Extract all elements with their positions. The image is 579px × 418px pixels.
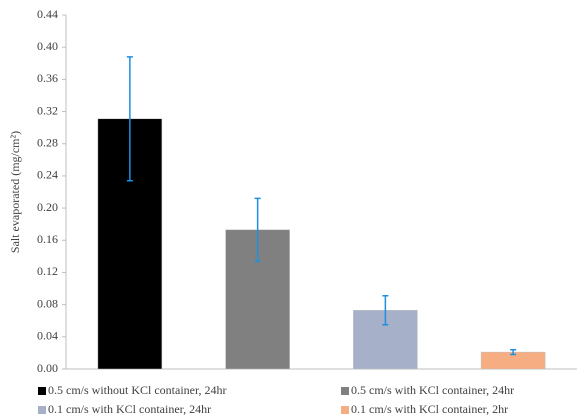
y-tick-label: 0.00 [37,361,58,375]
error-bar [126,56,133,182]
error-bar [382,295,389,326]
y-tick-label: 0.32 [37,103,58,117]
legend-swatch [341,406,349,414]
y-axis-label: Salt evaporated (mg/cm²) [8,131,22,253]
y-tick-label: 0.16 [37,232,58,246]
y-tick-label: 0.20 [37,200,58,214]
legend-swatch [38,387,46,395]
y-tick-label: 0.36 [37,71,58,85]
legend-label: 0.5 cm/s without KCl container, 24hr [48,383,227,397]
y-tick-label: 0.28 [37,135,58,149]
legend-label: 0.1 cm/s with KCl container, 24hr [48,402,211,416]
y-tick-label: 0.44 [37,7,58,21]
legend-swatch [341,387,349,395]
y-tick-label: 0.40 [37,39,58,53]
legend-label: 0.5 cm/s with KCl container, 24hr [351,383,514,397]
y-tick-label: 0.12 [37,264,58,278]
y-tick-label: 0.24 [37,168,58,182]
y-tick-label: 0.04 [37,329,58,343]
legend-swatch [38,406,46,414]
legend-label: 0.1 cm/s with KCl container, 2hr [351,402,508,416]
error-bar [510,348,517,356]
error-bar [254,197,261,262]
y-tick-label: 0.08 [37,296,58,310]
